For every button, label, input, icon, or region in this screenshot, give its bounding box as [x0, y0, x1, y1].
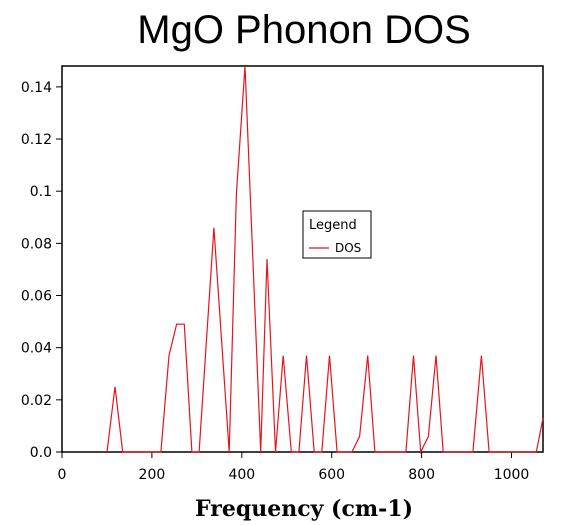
y-tick-label: 0.08: [21, 236, 52, 252]
plot-frame: [61, 65, 544, 453]
legend-box: [302, 210, 372, 259]
legend: Legend DOS: [302, 210, 372, 259]
y-tick-label: 0.12: [21, 132, 52, 148]
x-tick-label: 600: [318, 467, 345, 483]
x-tick-label: 400: [228, 467, 255, 483]
legend-entry-dos: DOS: [335, 241, 361, 255]
y-tick-label: 0.02: [21, 393, 52, 409]
y-axis: 0.0 0.02 0.04 0.06 0.08 0.1 0.12 0.14: [21, 80, 62, 461]
y-tick-label: 0.0: [30, 445, 52, 461]
x-axis: 0 200 400 600 800 1000: [58, 452, 530, 483]
y-tick-label: 0.14: [21, 80, 52, 96]
x-axis-label: Frequency (cm-1): [195, 496, 413, 522]
series-layer: [106, 65, 544, 455]
y-tick-label: 0.04: [21, 341, 52, 357]
legend-title: Legend: [309, 218, 357, 233]
series-line-dos: [106, 65, 544, 455]
chart-title: MgO Phonon DOS: [137, 8, 471, 52]
y-tick-label: 0.1: [30, 184, 52, 200]
y-tick-label: 0.06: [21, 289, 52, 305]
x-tick-label: 200: [139, 467, 166, 483]
x-tick-label: 800: [408, 467, 435, 483]
x-tick-label: 1000: [494, 467, 530, 483]
x-tick-label: 0: [58, 467, 67, 483]
